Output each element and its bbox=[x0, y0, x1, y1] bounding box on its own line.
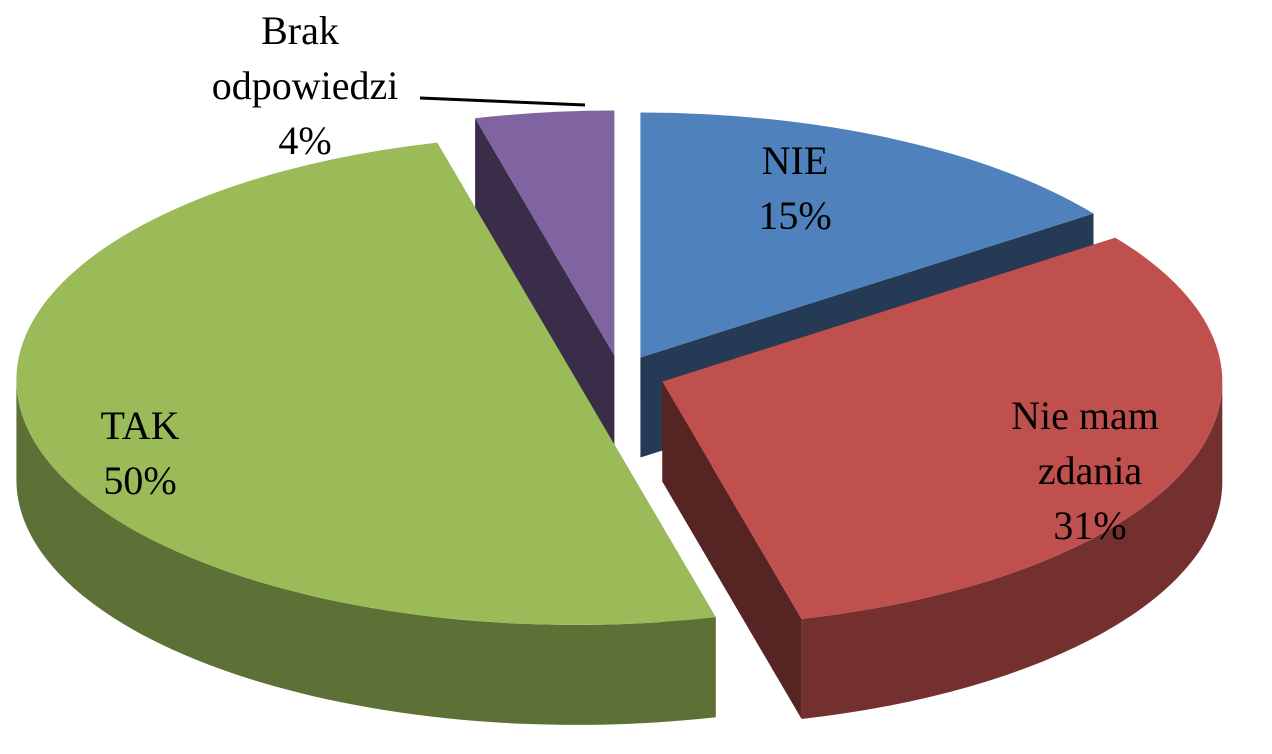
slice-top bbox=[475, 110, 615, 356]
slice-value-label: 4% bbox=[278, 118, 331, 163]
slice-side bbox=[475, 118, 615, 456]
slice-value-label: 15% bbox=[758, 193, 831, 238]
pie-slice bbox=[475, 110, 615, 456]
pie-slice bbox=[16, 142, 716, 725]
slice-rim bbox=[801, 381, 1223, 719]
slice-side bbox=[662, 381, 802, 719]
slice-value-label: 50% bbox=[103, 458, 176, 503]
slice-label: Nie mam zdania bbox=[1011, 393, 1169, 493]
slice-top bbox=[662, 237, 1223, 619]
leader-line bbox=[419, 96, 586, 107]
slice-top bbox=[16, 142, 716, 625]
slice-label: NIE bbox=[762, 138, 829, 183]
slice-label: Brak odpowiedzi bbox=[212, 8, 399, 108]
slice-label: TAK bbox=[100, 403, 179, 448]
pie-slice bbox=[662, 237, 1223, 719]
slice-top bbox=[640, 112, 1094, 358]
slice-value-label: 31% bbox=[1053, 503, 1126, 548]
slice-rim bbox=[16, 379, 716, 725]
